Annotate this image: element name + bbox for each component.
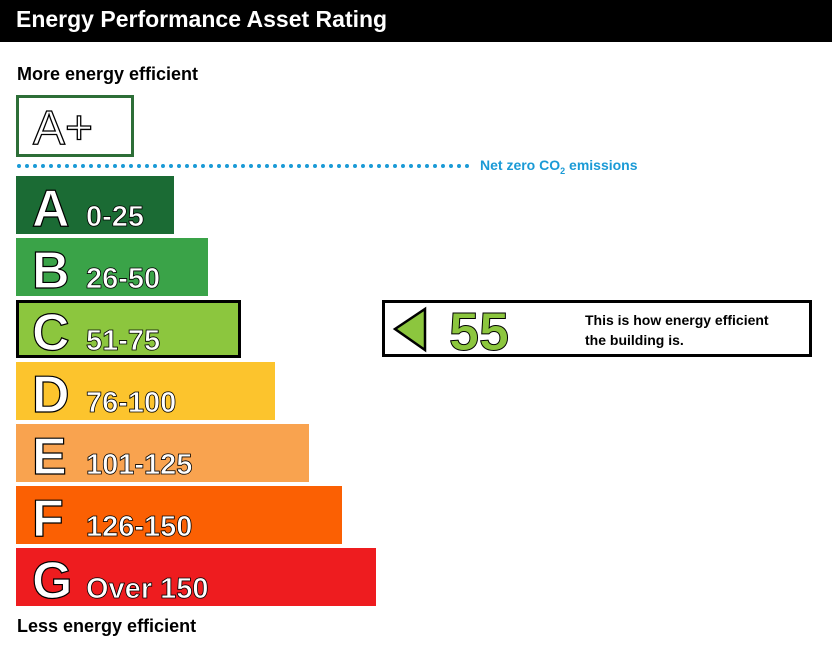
header-bar: Energy Performance Asset Rating bbox=[0, 0, 832, 42]
rating-line-1: This is how energy efficient bbox=[585, 312, 769, 328]
page-title: Energy Performance Asset Rating bbox=[16, 6, 388, 32]
band-range: 26-50 bbox=[86, 263, 160, 295]
band-e: E 101-125 bbox=[16, 424, 309, 482]
band-letter: F bbox=[32, 490, 64, 544]
aplus-letter: A+ bbox=[33, 102, 93, 154]
band-letter: A bbox=[32, 180, 70, 234]
band-range: 126-150 bbox=[86, 511, 192, 543]
current-rating-pointer: 55 This is how energy efficient the buil… bbox=[382, 300, 812, 357]
band-f: F 126-150 bbox=[16, 486, 342, 544]
band-d: D 76-100 bbox=[16, 362, 275, 420]
band-range: Over 150 bbox=[86, 573, 209, 605]
band-range: 76-100 bbox=[86, 387, 176, 419]
band-letter: B bbox=[32, 242, 70, 296]
band-range: 51-75 bbox=[86, 325, 160, 357]
net-zero-dotted-line bbox=[17, 164, 473, 168]
band-letter: C bbox=[32, 304, 70, 361]
band-range: 0-25 bbox=[86, 201, 144, 233]
rating-arrow-icon bbox=[392, 306, 427, 353]
aplus-band: A+ bbox=[16, 95, 134, 157]
band-range: 101-125 bbox=[86, 449, 192, 481]
rating-value: 55 bbox=[449, 303, 509, 354]
band-letter: G bbox=[32, 552, 72, 606]
rating-line-2: the building is. bbox=[585, 332, 684, 348]
band-a: A 0-25 bbox=[16, 176, 174, 234]
net-zero-label: Net zero CO2 emissions bbox=[480, 157, 638, 176]
rating-description: This is how energy efficient the buildin… bbox=[585, 310, 805, 350]
less-efficient-label: Less energy efficient bbox=[17, 616, 197, 636]
band-g: G Over 150 bbox=[16, 548, 376, 606]
more-efficient-label: More energy efficient bbox=[17, 64, 199, 84]
band-b: B 26-50 bbox=[16, 238, 208, 296]
band-letter: D bbox=[32, 366, 70, 420]
band-c: C 51-75 bbox=[16, 300, 241, 361]
band-letter: E bbox=[32, 428, 67, 482]
